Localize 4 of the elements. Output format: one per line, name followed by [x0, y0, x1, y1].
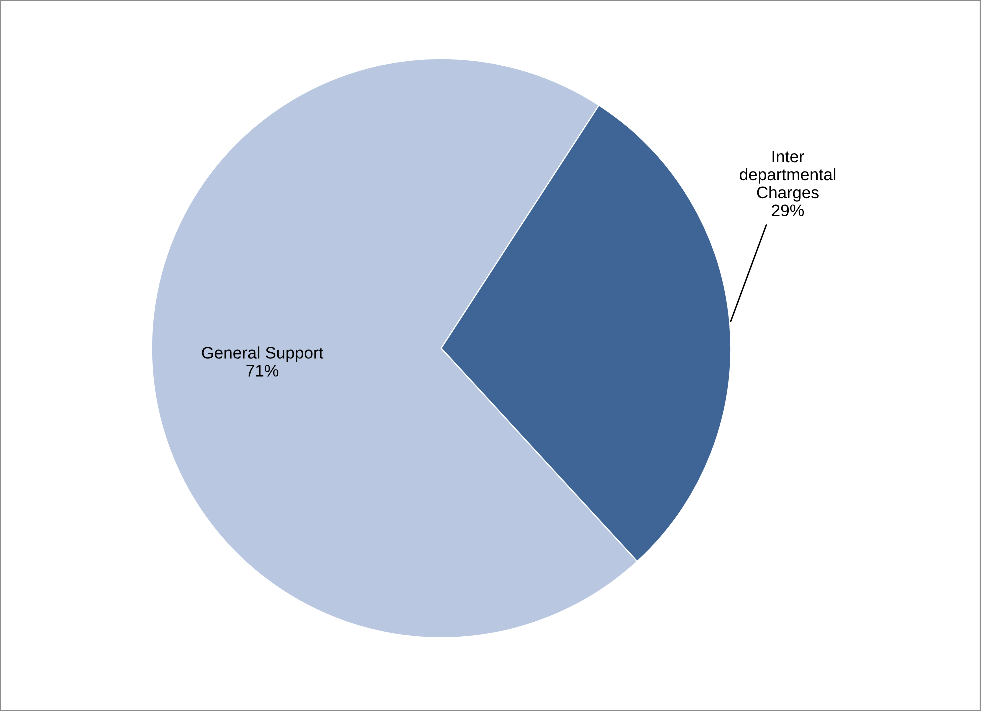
slice-label: General Support: [202, 346, 324, 362]
data-label: 29%: [772, 204, 804, 217]
data-label: 71%: [246, 365, 279, 377]
slice-label: Inter departmental Charges: [740, 151, 836, 202]
